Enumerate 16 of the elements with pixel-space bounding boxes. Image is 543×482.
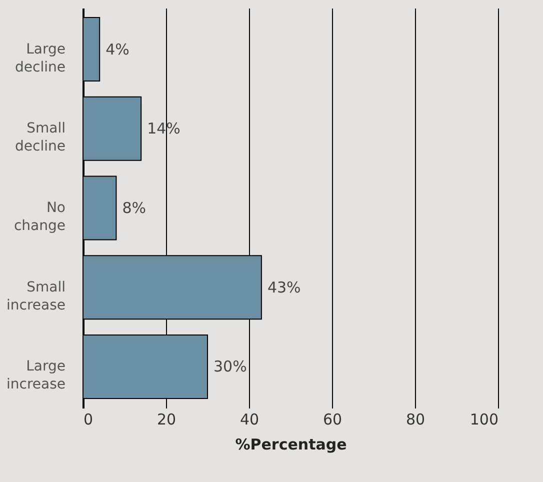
y-tick-label: Large increase xyxy=(6,358,66,393)
y-tick-label: Small increase xyxy=(6,279,66,314)
y-tick-label: Small decline xyxy=(15,120,66,155)
x-tick-label: 80 xyxy=(406,410,426,428)
x-tick-label: 40 xyxy=(240,410,260,428)
x-tick-label: 60 xyxy=(322,410,342,428)
x-tick-label: 100 xyxy=(470,410,498,428)
data-label: 30% xyxy=(214,358,247,376)
data-label: 8% xyxy=(122,199,146,217)
x-tick-label: 0 xyxy=(84,410,94,428)
data-label: 43% xyxy=(267,278,301,296)
y-tick-label: No change xyxy=(14,200,66,234)
data-label: 4% xyxy=(106,40,130,58)
y-tick-label: Large decline xyxy=(15,41,66,76)
x-axis-title: %Percentage xyxy=(235,436,347,454)
x-tick-label: 20 xyxy=(156,410,176,428)
